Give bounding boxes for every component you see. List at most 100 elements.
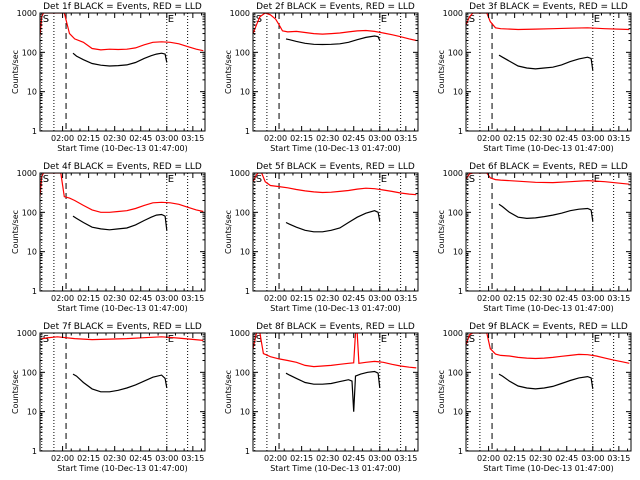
y-tick-label: 10 [240, 408, 250, 417]
series-line-red [466, 13, 630, 31]
marker-label-e: E [594, 174, 600, 185]
chart-title: Det 8f BLACK = Events, RED = LLD [256, 322, 415, 332]
x-tick-label: 02:45 [129, 454, 152, 463]
x-tick-label: 02:45 [555, 454, 578, 463]
x-tick-label: 02:15 [503, 454, 526, 463]
plot-frame [252, 12, 419, 132]
plot-frame [252, 172, 419, 292]
x-tick-label: 02:00 [51, 134, 74, 143]
plot-frame [465, 332, 632, 452]
x-tick-label: 03:00 [581, 134, 604, 143]
chart-title: Det 6f BLACK = Events, RED = LLD [469, 162, 628, 172]
x-axis-label: Start Time (10-Dec-13 01:47:00) [483, 464, 614, 473]
series-line-red [40, 336, 204, 341]
marker-label-s: S [43, 174, 49, 185]
y-tick-label: 10 [27, 248, 37, 257]
x-tick-label: 03:15 [607, 134, 630, 143]
y-tick-label: 1 [245, 287, 250, 296]
y-tick-label: 1000 [230, 9, 250, 18]
marker-label-e: E [168, 334, 174, 345]
x-tick-label: 02:15 [290, 134, 313, 143]
y-axis-label: Counts/sec [11, 210, 20, 254]
x-tick-label: 02:45 [129, 294, 152, 303]
x-tick-label: 03:00 [581, 454, 604, 463]
y-axis-label: Counts/sec [11, 370, 20, 414]
y-tick-label: 1 [32, 447, 37, 456]
plot-frame [465, 12, 632, 132]
y-tick-label: 1 [245, 447, 250, 456]
x-axis-label: Start Time (10-Dec-13 01:47:00) [57, 304, 188, 313]
series-line-black [285, 35, 381, 46]
y-axis-label: Counts/sec [11, 50, 20, 94]
y-tick-label: 100 [22, 208, 37, 217]
x-tick-label: 03:15 [181, 134, 204, 143]
series-line-red [253, 173, 417, 196]
y-tick-label: 100 [448, 368, 463, 377]
marker-label-e: E [594, 14, 600, 25]
x-tick-label: 03:15 [607, 454, 630, 463]
plot-frame [252, 332, 419, 452]
y-tick-label: 1000 [17, 169, 37, 178]
marker-label-s: S [469, 14, 475, 25]
chart-panel-4: Det 4f BLACK = Events, RED = LLD S E 1 10 100… [11, 162, 206, 313]
x-axis-label: Start Time (10-Dec-13 01:47:00) [483, 304, 614, 313]
y-tick-label: 100 [235, 208, 250, 217]
y-tick-label: 100 [235, 368, 250, 377]
plot-frame [39, 332, 206, 452]
marker-label-s: S [43, 14, 49, 25]
chart-panel-1: Det 1f BLACK = Events, RED = LLD S E 1 10 100… [11, 2, 206, 153]
y-tick-label: 1 [245, 127, 250, 136]
x-tick-label: 02:00 [264, 454, 287, 463]
x-tick-label: 02:00 [264, 134, 287, 143]
chart-panel-8: Det 8f BLACK = Events, RED = LLD S E 1 10 100… [224, 322, 419, 473]
y-axis-label: Counts/sec [437, 50, 446, 94]
x-tick-label: 02:30 [103, 134, 126, 143]
y-tick-label: 1000 [443, 169, 463, 178]
x-tick-label: 02:30 [103, 454, 126, 463]
y-tick-label: 1000 [17, 329, 37, 338]
series-line-black [285, 370, 381, 412]
x-tick-label: 02:30 [529, 454, 552, 463]
series-line-red [40, 173, 204, 213]
x-tick-label: 02:30 [316, 454, 339, 463]
series-line-black [72, 373, 168, 393]
series-line-red [466, 173, 630, 185]
series-line-black [498, 373, 594, 390]
series-line-black [498, 54, 594, 71]
chart-panel-9: Det 9f BLACK = Events, RED = LLD S E 1 10 100… [437, 322, 632, 473]
marker-label-e: E [168, 174, 174, 185]
series-line-black [72, 52, 168, 67]
x-tick-label: 03:15 [181, 294, 204, 303]
marker-label-s: S [256, 174, 262, 185]
x-tick-label: 03:00 [368, 454, 391, 463]
y-axis-label: Counts/sec [437, 210, 446, 254]
y-tick-label: 1 [458, 127, 463, 136]
series-line-red [466, 333, 630, 364]
y-axis-label: Counts/sec [224, 370, 233, 414]
x-tick-label: 02:30 [529, 294, 552, 303]
y-tick-label: 1 [32, 127, 37, 136]
y-tick-label: 1 [458, 287, 463, 296]
x-tick-label: 03:00 [155, 134, 178, 143]
x-tick-label: 02:15 [77, 134, 100, 143]
chart-panel-5: Det 5f BLACK = Events, RED = LLD S E 1 10 100… [224, 162, 419, 313]
x-tick-label: 02:30 [316, 134, 339, 143]
marker-label-s: S [43, 334, 49, 345]
x-tick-label: 02:00 [264, 294, 287, 303]
y-tick-label: 1000 [443, 9, 463, 18]
marker-label-e: E [594, 334, 600, 345]
chart-title: Det 2f BLACK = Events, RED = LLD [256, 2, 415, 12]
y-tick-label: 100 [22, 48, 37, 57]
x-tick-label: 03:15 [607, 294, 630, 303]
chart-title: Det 7f BLACK = Events, RED = LLD [43, 322, 202, 332]
series-line-red [253, 13, 417, 42]
x-tick-label: 02:15 [503, 134, 526, 143]
chart-title: Det 5f BLACK = Events, RED = LLD [256, 162, 415, 172]
series-line-red [40, 13, 204, 52]
y-tick-label: 10 [27, 408, 37, 417]
x-axis-label: Start Time (10-Dec-13 01:47:00) [270, 304, 401, 313]
x-axis-label: Start Time (10-Dec-13 01:47:00) [57, 464, 188, 473]
x-tick-label: 03:15 [394, 134, 417, 143]
x-tick-label: 02:45 [342, 454, 365, 463]
